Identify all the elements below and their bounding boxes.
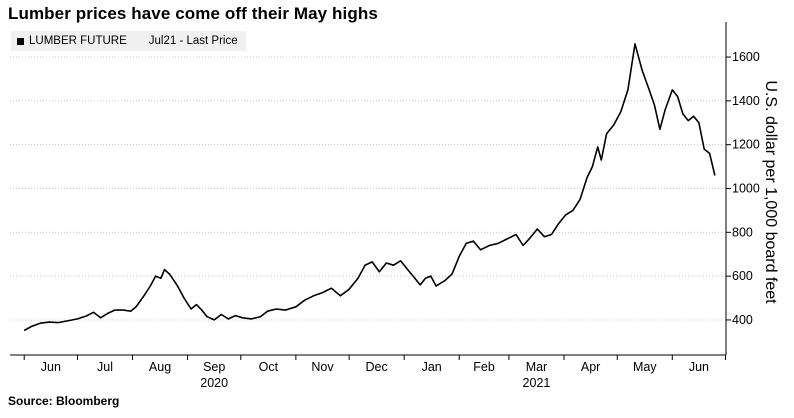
y-tick-label: 1400 <box>732 94 760 108</box>
y-tick-label: 800 <box>732 225 753 239</box>
y-tick-label: 1600 <box>732 50 760 64</box>
y-tick-label: 400 <box>732 313 753 327</box>
legend: LUMBER FUTURE Jul21 - Last Price <box>11 31 246 51</box>
x-tick-label: Dec <box>366 360 388 374</box>
source-note: Source: Bloomberg <box>8 394 120 408</box>
x-tick-label: Sep <box>203 360 225 374</box>
x-tick-label: Apr <box>581 360 600 374</box>
x-tick-label: Aug <box>149 360 171 374</box>
y-tick-label: 1000 <box>732 182 760 196</box>
x-tick-label: May <box>633 360 657 374</box>
x-year-label: 2021 <box>523 376 551 390</box>
legend-series-detail: Jul21 - Last Price <box>148 35 238 47</box>
y-tick-label: 1200 <box>732 138 760 152</box>
gridlines <box>10 56 722 321</box>
plot-area <box>23 43 716 332</box>
chart-title: Lumber prices have come off their May hi… <box>8 4 378 23</box>
y-tick-label: 600 <box>732 269 753 283</box>
x-tick-label: Nov <box>311 360 334 374</box>
x-year-label: 2020 <box>200 376 228 390</box>
x-tick-label: Jan <box>422 360 442 374</box>
legend-series-name: LUMBER FUTURE <box>29 35 127 47</box>
x-tick-label: Feb <box>473 360 495 374</box>
series-line <box>23 43 716 332</box>
y-axis: 400 600 800 1000 1200 1400 1600 <box>725 22 760 355</box>
legend-swatch <box>17 37 24 45</box>
y-axis-label: U.S. dollar per 1,000 board feet <box>762 80 779 304</box>
x-tick-label: Jul <box>97 360 113 374</box>
x-tick-label: Jun <box>41 360 61 374</box>
x-axis: Jun Jul Aug Sep Oct Nov Dec Jan Feb Mar Apr May Jun 2… <box>10 354 727 390</box>
x-tick-label: Oct <box>259 360 279 374</box>
x-tick-label: Mar <box>526 360 548 374</box>
x-tick-label: Jun <box>689 360 709 374</box>
